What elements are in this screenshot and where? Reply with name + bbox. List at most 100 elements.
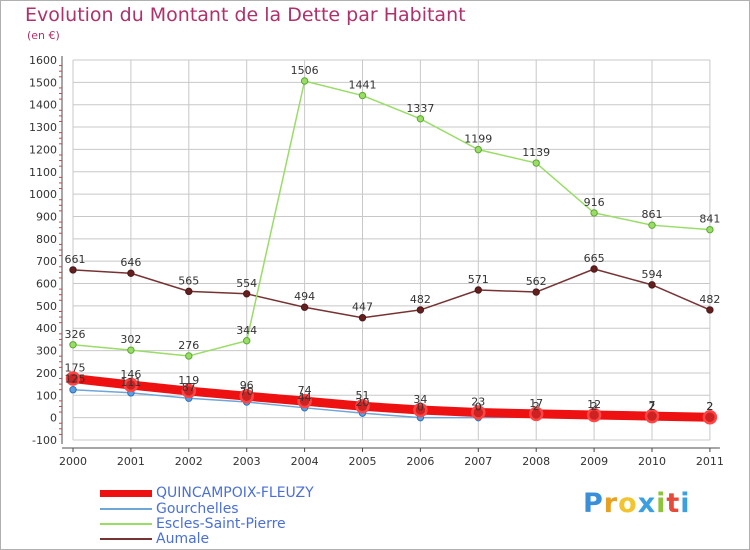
data-point	[416, 306, 425, 314]
data-point	[185, 287, 193, 296]
y-tick-label: 300	[36, 345, 57, 358]
data-label: 20	[356, 396, 370, 409]
data-point	[358, 314, 367, 322]
y-tick-label: 500	[36, 300, 57, 313]
y-tick-label: 1000	[29, 188, 57, 201]
legend-item-escles[interactable]: Escles-Saint-Pierre	[100, 516, 286, 532]
legend-swatch-aumale	[100, 538, 152, 540]
data-label: 1441	[349, 79, 377, 92]
logo-letter: P	[583, 488, 604, 519]
series-line	[72, 80, 710, 357]
x-tick-label: 2010	[638, 455, 666, 468]
data-label: 302	[120, 333, 141, 346]
y-tick-label: 900	[36, 210, 57, 223]
data-point	[181, 383, 197, 399]
data-label: 665	[584, 252, 605, 265]
data-label: 70	[240, 385, 254, 398]
x-tick-label: 2007	[464, 455, 492, 468]
logo-letter: x	[637, 488, 657, 519]
y-tick-label: 1400	[29, 99, 57, 112]
legend-item-aumale[interactable]: Aumale	[100, 531, 209, 547]
y-tick-label: 1200	[29, 143, 57, 156]
data-point	[127, 269, 135, 277]
data-label: 276	[178, 339, 199, 352]
x-tick-label: 2008	[522, 455, 550, 468]
data-label: 646	[120, 256, 141, 269]
data-label: 594	[642, 268, 663, 281]
data-point	[644, 408, 660, 424]
data-label: 0	[475, 401, 482, 414]
data-point	[474, 145, 482, 154]
data-label: 482	[410, 293, 431, 306]
data-point	[65, 371, 81, 386]
data-label: 2	[706, 400, 713, 413]
y-tick-label: 700	[36, 255, 57, 268]
data-point	[532, 288, 540, 296]
data-label: 565	[178, 274, 199, 287]
data-point	[590, 265, 598, 273]
logo-letter: t	[666, 488, 681, 519]
x-tick-label: 2011	[696, 455, 724, 468]
series-layer	[65, 77, 718, 425]
data-point	[185, 352, 193, 360]
data-label: 119	[178, 374, 199, 387]
data-label: 146	[120, 368, 141, 381]
chart-title: Evolution du Montant de la Dette par Hab…	[25, 4, 466, 26]
data-label: 1199	[464, 133, 492, 146]
data-label: 7	[649, 399, 656, 412]
x-tick-label: 2003	[233, 455, 261, 468]
x-tick-label: 2005	[349, 455, 377, 468]
data-point	[297, 393, 312, 409]
y-tick-label: 1500	[29, 76, 57, 89]
data-label: 44	[298, 391, 312, 404]
data-label: 96	[240, 379, 254, 392]
legend-swatch-gourchelles	[100, 508, 152, 510]
logo-letter: o	[618, 488, 638, 519]
data-point	[127, 346, 135, 354]
legend-item-quincampoix[interactable]: QUINCAMPOIX-FLEUZY	[100, 485, 314, 501]
x-tick-label: 2002	[175, 455, 203, 468]
data-label: 1139	[522, 146, 550, 159]
proxiti-logo: Proxiti	[583, 488, 691, 519]
x-tick-label: 2004	[291, 455, 319, 468]
series-line	[72, 374, 710, 422]
tick-layer: -100010020030040050060070080090010001100…	[29, 54, 724, 468]
data-label: 12	[587, 398, 601, 411]
data-label: 2	[533, 400, 540, 413]
data-point	[123, 377, 139, 393]
y-tick-label: 1100	[29, 166, 57, 179]
data-point	[416, 115, 425, 123]
legend-item-gourchelles[interactable]: Gourchelles	[100, 501, 239, 517]
data-label: 554	[236, 277, 257, 290]
x-tick-label: 2000	[59, 455, 87, 468]
data-label: 125	[65, 373, 86, 386]
y-tick-label: 0	[50, 412, 57, 425]
logo-letter: i	[680, 488, 691, 519]
y-tick-label: 400	[36, 322, 57, 335]
data-point	[355, 398, 370, 414]
data-point	[69, 386, 77, 394]
data-label: 34	[413, 393, 427, 406]
data-point	[528, 406, 544, 422]
data-label: 2	[591, 400, 598, 413]
data-label: 0	[417, 401, 424, 414]
data-point	[69, 341, 77, 349]
data-label: 494	[294, 290, 315, 303]
y-tick-label: 600	[36, 278, 57, 291]
data-label: 1337	[406, 102, 434, 115]
data-label: 23	[471, 396, 485, 409]
legend-label-gourchelles: Gourchelles	[156, 501, 239, 517]
data-point	[243, 337, 251, 345]
data-label: 916	[584, 196, 605, 209]
grid-layer	[61, 56, 720, 452]
legend-label-escles: Escles-Saint-Pierre	[156, 516, 286, 532]
data-label: 562	[526, 275, 547, 288]
legend-label-quincampoix: QUINCAMPOIX-FLEUZY	[156, 485, 314, 501]
data-point	[706, 306, 714, 314]
data-point	[648, 221, 656, 229]
data-label: 1506	[291, 64, 319, 77]
y-tick-label: 200	[36, 367, 57, 380]
